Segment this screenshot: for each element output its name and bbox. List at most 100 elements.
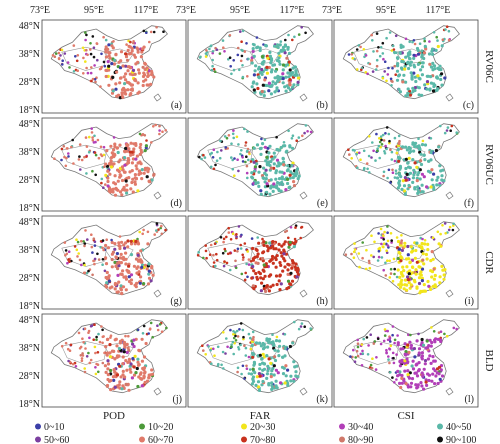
station-dot xyxy=(255,277,260,281)
station-dot xyxy=(142,29,146,33)
station-dot xyxy=(267,289,271,293)
station-dot xyxy=(435,183,439,187)
station-dot xyxy=(391,325,395,328)
region-boundary xyxy=(207,46,254,71)
station-dot xyxy=(449,129,453,132)
station-dot xyxy=(87,150,91,154)
station-dot xyxy=(139,275,143,279)
station-dot xyxy=(149,30,153,34)
station-dot xyxy=(143,61,147,65)
station-dot xyxy=(104,45,108,49)
station-dot xyxy=(296,272,300,277)
station-dot xyxy=(123,342,127,347)
country-outline xyxy=(342,319,460,394)
station-dot xyxy=(427,52,432,56)
station-dot xyxy=(438,377,442,381)
station-dot xyxy=(285,149,289,153)
station-dot xyxy=(261,277,265,281)
station-dot xyxy=(118,235,122,238)
station-dot xyxy=(247,57,250,61)
station-dot xyxy=(116,267,120,271)
station-dot xyxy=(373,340,377,343)
station-dot xyxy=(97,156,101,160)
station-dot xyxy=(282,252,286,256)
station-dot xyxy=(386,225,389,228)
station-dot xyxy=(397,181,401,185)
station-dot xyxy=(423,44,427,49)
station-dot xyxy=(407,280,411,285)
station-dot xyxy=(292,379,296,383)
legend-item: 10~20 xyxy=(139,422,173,433)
station-dot xyxy=(115,373,119,377)
station-dot xyxy=(124,72,128,76)
station-dot xyxy=(412,39,416,42)
station-dot xyxy=(73,245,77,248)
station-dot xyxy=(279,77,283,81)
region-boundary xyxy=(249,48,280,65)
station-dot xyxy=(416,369,421,373)
station-dot xyxy=(455,327,459,331)
station-dot xyxy=(140,265,144,269)
station-dot xyxy=(89,71,93,75)
panel-frame xyxy=(41,19,187,114)
station-dot xyxy=(290,163,294,168)
station-dot xyxy=(54,52,58,55)
station-dot xyxy=(286,168,290,172)
station-dot xyxy=(299,325,303,328)
station-dot xyxy=(81,352,84,355)
station-dot xyxy=(395,78,400,82)
station-dot xyxy=(129,40,132,44)
station-dot xyxy=(209,243,213,247)
station-dot xyxy=(64,341,68,345)
legend-swatch xyxy=(241,423,247,430)
station-dot xyxy=(213,242,217,245)
station-dot xyxy=(403,64,407,68)
station-dot xyxy=(94,173,97,177)
station-dot xyxy=(67,359,70,363)
station-dot xyxy=(136,189,140,193)
station-dot xyxy=(79,168,82,171)
lat-tick-label: 28°N xyxy=(19,371,40,382)
station-dot xyxy=(264,289,268,293)
station-dot xyxy=(431,372,435,376)
station-dot xyxy=(123,188,127,192)
station-dot xyxy=(356,166,359,169)
station-dot xyxy=(409,333,412,337)
station-dot xyxy=(398,364,402,368)
station-dot xyxy=(391,279,395,283)
longitude-tick-labels: 73°E 95°E 117°E 73°E 95°E 117°E 73°E 95°E 117°E xyxy=(30,5,450,16)
station-dot xyxy=(136,328,140,332)
station-dot xyxy=(113,283,117,287)
station-dot xyxy=(145,379,150,383)
station-dot xyxy=(440,44,444,48)
station-dot xyxy=(385,147,388,151)
station-dot xyxy=(102,35,105,39)
station-dot xyxy=(446,126,450,129)
station-dot xyxy=(99,85,102,88)
station-dot xyxy=(279,40,283,43)
station-dot xyxy=(383,334,387,337)
station-dot xyxy=(108,189,112,193)
station-dot xyxy=(287,129,290,133)
country-outline xyxy=(342,25,460,100)
station-dot xyxy=(427,284,431,288)
station-dot xyxy=(420,279,424,283)
station-dot xyxy=(284,75,288,79)
station-dot xyxy=(106,184,110,188)
station-dot xyxy=(113,153,117,157)
legend-label: 0~10 xyxy=(44,422,64,433)
station-dot xyxy=(291,161,295,165)
station-dots xyxy=(344,222,455,295)
station-dot xyxy=(283,333,287,336)
station-dot xyxy=(129,362,133,366)
panel-frame xyxy=(187,215,333,310)
station-dot xyxy=(255,82,259,86)
station-dot xyxy=(387,355,390,358)
station-dot xyxy=(101,341,104,345)
station-dot xyxy=(417,144,421,148)
station-dot xyxy=(285,63,290,67)
station-dot xyxy=(391,333,394,337)
station-dot xyxy=(136,81,140,85)
station-dot xyxy=(140,359,144,363)
station-dot xyxy=(420,351,424,355)
